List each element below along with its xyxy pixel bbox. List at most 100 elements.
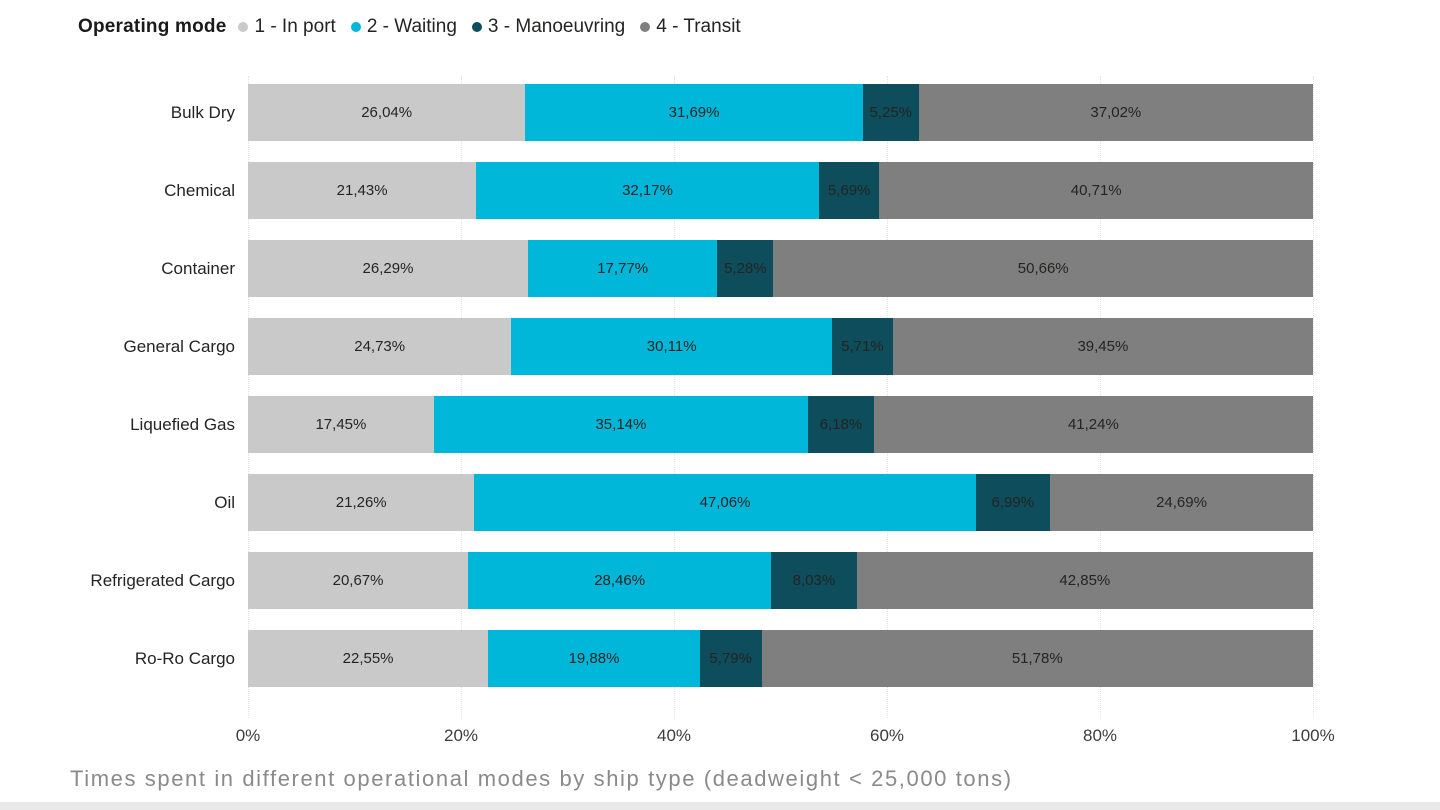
data-label: 32,17% (622, 182, 673, 199)
bar-segment-4-transit[interactable]: 42,85% (856, 552, 1313, 609)
data-label: 8,03% (792, 572, 836, 589)
x-tick-label: 60% (869, 726, 905, 745)
legend-item-2-waiting[interactable]: 2 - Waiting (350, 16, 457, 38)
category-label: Bulk Dry (170, 102, 235, 122)
data-label: 51,78% (1011, 650, 1063, 667)
bar-segment-2-waiting[interactable]: 17,77% (527, 240, 718, 297)
data-label: 30,11% (646, 338, 697, 355)
bar-segment-1-in-port[interactable]: 21,26% (248, 474, 475, 531)
legend-item-label: 2 - Waiting (366, 16, 457, 37)
x-tick-label: 20% (443, 726, 479, 745)
bar-segment-4-transit[interactable]: 50,66% (773, 240, 1313, 297)
chart-caption: Times spent in different operational mod… (70, 766, 1013, 791)
bar-rows: Bulk Dry 26,04% 31,69% 5,25% 37,02% Chemical 2… (0, 84, 1313, 687)
bar-row-bulk-dry: Bulk Dry 26,04% 31,69% 5,25% 37,02% (0, 84, 1313, 141)
legend-dot-icon (471, 22, 482, 32)
bar-segment-2-waiting[interactable]: 31,69% (525, 84, 863, 141)
legend-item-label: 4 - Transit (656, 16, 741, 37)
data-label: 28,46% (594, 572, 646, 589)
data-label: 6,99% (991, 494, 1035, 511)
stacked-bar: 17,45% 35,14% 6,18% 41,24% (248, 396, 1313, 453)
stacked-bar: 24,73% 30,11% 5,71% 39,45% (248, 318, 1313, 375)
bar-segment-1-in-port[interactable]: 22,55% (248, 630, 489, 687)
legend-dot-icon (350, 22, 361, 32)
bar-segment-2-waiting[interactable]: 30,11% (511, 318, 833, 375)
data-label: 26,04% (361, 104, 413, 121)
bar-segment-3-manoeuvring[interactable]: 6,18% (808, 396, 874, 453)
data-label: 20,67% (332, 572, 384, 589)
data-label: 40,71% (1070, 182, 1122, 199)
data-label: 50,66% (1017, 260, 1069, 277)
legend-item-3-manoeuvring[interactable]: 3 - Manoeuvring (471, 16, 626, 38)
bar-segment-4-transit[interactable]: 41,24% (873, 396, 1313, 453)
bar-segment-4-transit[interactable]: 40,71% (879, 162, 1313, 219)
data-label: 19,88% (568, 650, 620, 667)
legend-item-1-in-port[interactable]: 1 - In port (238, 16, 336, 38)
legend-item-label: 3 - Manoeuvring (487, 16, 626, 37)
x-tick-label: 100% (1291, 726, 1335, 745)
data-label: 6,18% (819, 416, 863, 433)
legend: Operating mode 1 - In port 2 - Waiting 3 -… (78, 13, 756, 41)
data-label: 42,85% (1059, 572, 1111, 589)
data-label: 5,28% (724, 260, 767, 277)
bar-segment-2-waiting[interactable]: 35,14% (433, 396, 809, 453)
stacked-bar: 26,04% 31,69% 5,25% 37,02% (248, 84, 1313, 141)
data-label: 21,43% (336, 182, 388, 199)
bar-segment-3-manoeuvring[interactable]: 5,28% (717, 240, 774, 297)
x-axis: 0% 20% 40% 60% 80% 100% (236, 726, 1335, 748)
bar-row-refrigerated-cargo: Refrigerated Cargo 20,67% 28,46% 8,03% 42,85… (0, 552, 1313, 609)
bar-segment-4-transit[interactable]: 24,69% (1050, 474, 1313, 531)
data-label: 5,79% (709, 650, 752, 667)
stacked-bar: 26,29% 17,77% 5,28% 50,66% (248, 240, 1313, 297)
bar-segment-4-transit[interactable]: 37,02% (918, 84, 1313, 141)
data-label: 41,24% (1067, 416, 1119, 433)
legend-item-4-transit[interactable]: 4 - Transit (640, 16, 741, 38)
data-label: 17,77% (597, 260, 649, 277)
data-label: 22,55% (342, 650, 394, 667)
data-label: 24,73% (354, 338, 406, 355)
bar-segment-1-in-port[interactable]: 17,45% (248, 396, 434, 453)
category-label: Chemical (164, 180, 235, 200)
category-label: Container (161, 258, 235, 278)
category-label: Refrigerated Cargo (90, 570, 235, 590)
x-tick-label: 0% (235, 726, 261, 745)
x-tick-label: 40% (656, 726, 692, 745)
bar-row-general-cargo: General Cargo 24,73% 30,11% 5,71% 39,45% (0, 318, 1313, 375)
category-label: Liquefied Gas (130, 414, 235, 434)
bar-segment-3-manoeuvring[interactable]: 5,79% (699, 630, 762, 687)
legend-dot-icon (238, 22, 249, 32)
data-label: 24,69% (1156, 494, 1207, 511)
bar-segment-3-manoeuvring[interactable]: 5,69% (818, 162, 880, 219)
data-label: 21,26% (335, 494, 387, 511)
bar-segment-1-in-port[interactable]: 26,04% (248, 84, 526, 141)
bar-segment-2-waiting[interactable]: 19,88% (488, 630, 700, 687)
data-label: 37,02% (1090, 104, 1142, 121)
gridline-100% (1313, 76, 1314, 718)
stacked-bar: 20,67% 28,46% 8,03% 42,85% (248, 552, 1313, 609)
category-label: General Cargo (123, 336, 235, 356)
bar-segment-3-manoeuvring[interactable]: 8,03% (771, 552, 857, 609)
category-label: Ro-Ro Cargo (134, 648, 235, 668)
bar-segment-1-in-port[interactable]: 21,43% (248, 162, 477, 219)
bar-segment-4-transit[interactable]: 51,78% (761, 630, 1313, 687)
category-label: Oil (214, 492, 235, 512)
data-label: 31,69% (668, 104, 720, 121)
bar-segment-3-manoeuvring[interactable]: 6,99% (975, 474, 1051, 531)
bar-segment-3-manoeuvring[interactable]: 5,71% (832, 318, 893, 375)
data-label: 47,06% (699, 494, 751, 511)
bar-segment-1-in-port[interactable]: 20,67% (248, 552, 469, 609)
bar-segment-2-waiting[interactable]: 32,17% (476, 162, 819, 219)
bottom-edge (0, 802, 1440, 810)
bar-segment-3-manoeuvring[interactable]: 5,25% (862, 84, 919, 141)
bar-segment-1-in-port[interactable]: 24,73% (248, 318, 512, 375)
bar-row-liquefied-gas: Liquefied Gas 17,45% 35,14% 6,18% 41,24% (0, 396, 1313, 453)
bar-segment-2-waiting[interactable]: 47,06% (474, 474, 976, 531)
data-label: 39,45% (1077, 338, 1129, 355)
stacked-bar: 21,43% 32,17% 5,69% 40,71% (248, 162, 1313, 219)
bar-segment-2-waiting[interactable]: 28,46% (468, 552, 772, 609)
bar-segment-4-transit[interactable]: 39,45% (892, 318, 1313, 375)
legend-item-label: 1 - In port (254, 16, 336, 37)
bar-row-container: Container 26,29% 17,77% 5,28% 50,66% (0, 240, 1313, 297)
bar-row-chemical: Chemical 21,43% 32,17% 5,69% 40,71% (0, 162, 1313, 219)
bar-segment-1-in-port[interactable]: 26,29% (248, 240, 528, 297)
